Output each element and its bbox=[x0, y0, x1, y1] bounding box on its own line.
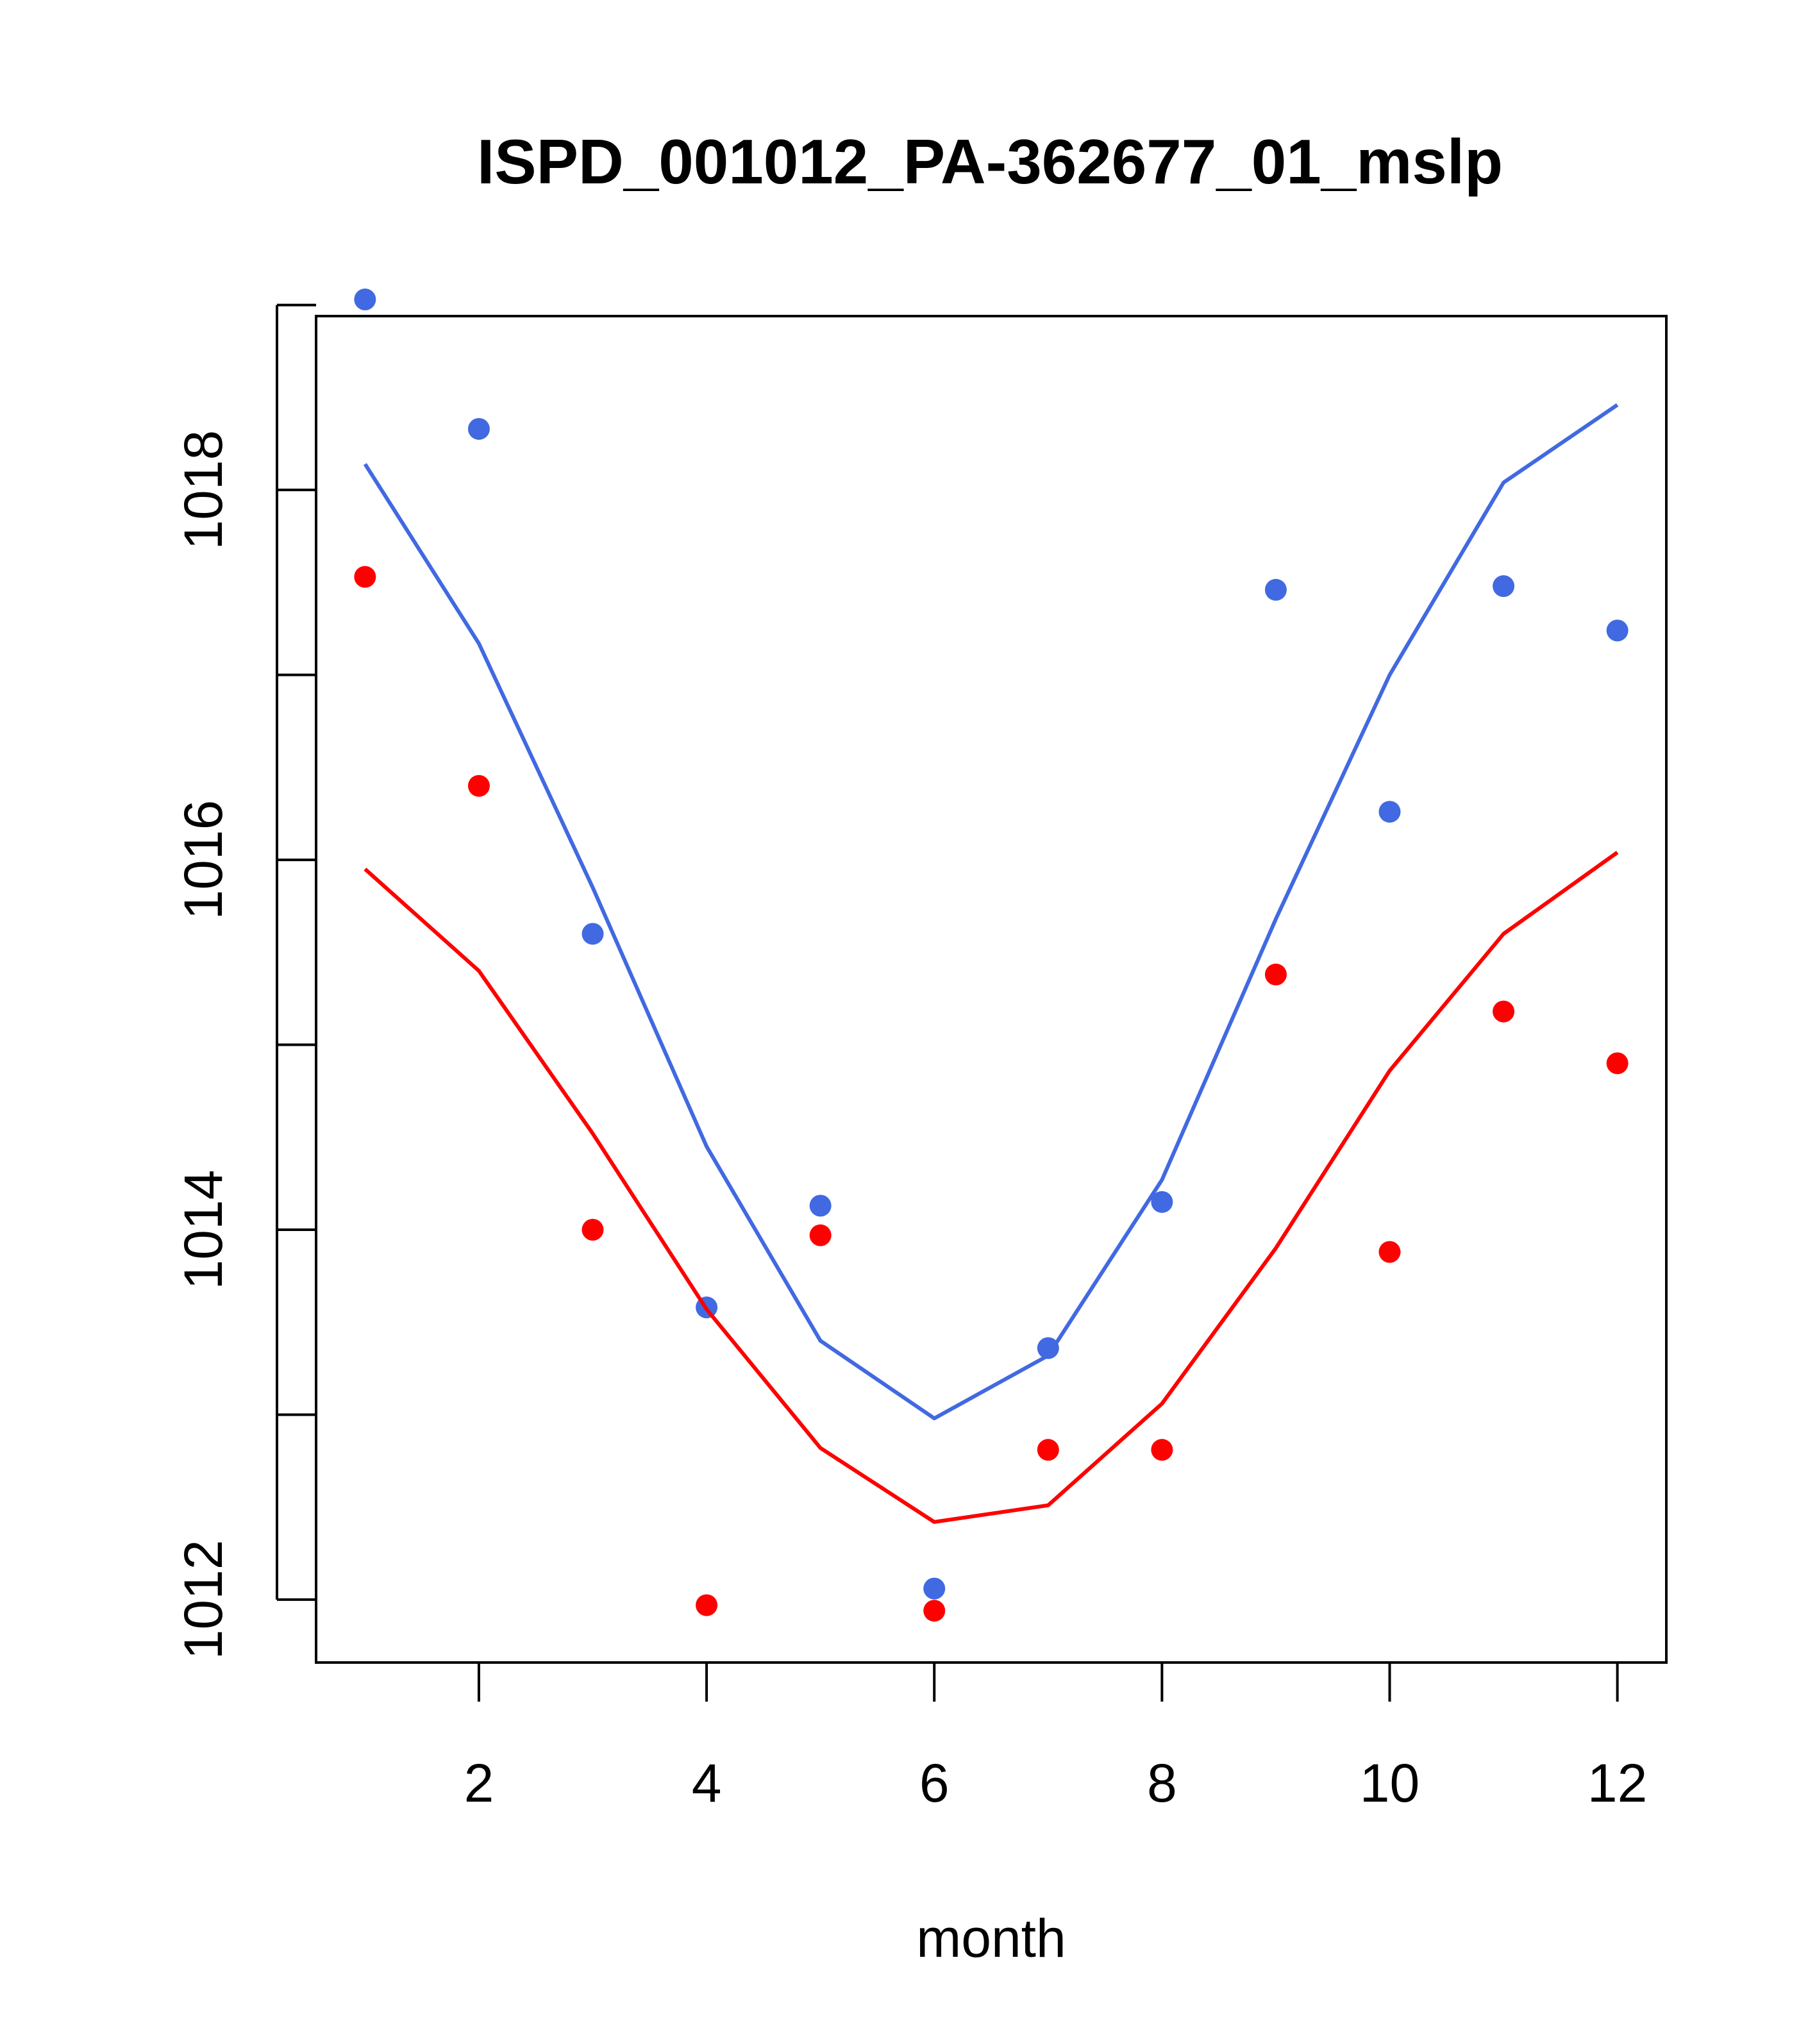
y-tick-label-1018: 1018 bbox=[173, 430, 233, 550]
y-tick-label-1016: 1016 bbox=[173, 800, 233, 920]
red-point-10 bbox=[1378, 1241, 1401, 1263]
x-tick-label-2: 2 bbox=[464, 1753, 494, 1813]
plot-frame bbox=[315, 315, 1668, 1664]
red-point-3 bbox=[582, 1219, 604, 1241]
blue-point-8 bbox=[1151, 1191, 1173, 1213]
y-axis: 1012 1014 1016 1018 bbox=[173, 303, 316, 1659]
blue-point-9 bbox=[1264, 578, 1287, 601]
blue-point-5 bbox=[809, 1194, 832, 1217]
x-tick-label-4: 4 bbox=[692, 1753, 722, 1813]
blue-line bbox=[363, 403, 1619, 1421]
x-axis: 2 4 6 8 10 12 bbox=[464, 1661, 1647, 1813]
blue-point-12 bbox=[1606, 619, 1629, 642]
y-tick-label-1012: 1012 bbox=[173, 1539, 233, 1659]
red-point-1 bbox=[354, 565, 376, 588]
blue-point-10 bbox=[1378, 801, 1401, 823]
red-point-2 bbox=[467, 775, 490, 797]
x-tick-label-12: 12 bbox=[1587, 1753, 1647, 1813]
red-point-11 bbox=[1493, 1000, 1515, 1023]
red-line bbox=[364, 851, 1619, 1524]
chart-title: ISPD_001012_PA-362677_01_mslp bbox=[477, 126, 1503, 197]
red-point-12 bbox=[1606, 1052, 1629, 1075]
blue-point-6 bbox=[923, 1577, 946, 1600]
x-axis-label: month bbox=[916, 1908, 1066, 1968]
red-point-8 bbox=[1151, 1439, 1173, 1461]
red-point-9 bbox=[1264, 963, 1287, 985]
blue-point-1 bbox=[354, 289, 376, 311]
blue-point-3 bbox=[582, 923, 604, 945]
blue-point-11 bbox=[1493, 575, 1515, 598]
x-tick-label-8: 8 bbox=[1147, 1753, 1177, 1813]
series-layer bbox=[354, 289, 1629, 1622]
red-point-6 bbox=[923, 1600, 946, 1622]
x-tick-label-10: 10 bbox=[1360, 1753, 1419, 1813]
blue-point-7 bbox=[1037, 1337, 1059, 1359]
y-tick-label-1014: 1014 bbox=[173, 1170, 233, 1290]
blue-point-2 bbox=[467, 417, 490, 440]
red-point-5 bbox=[809, 1224, 832, 1246]
red-point-4 bbox=[696, 1594, 718, 1616]
x-tick-label-6: 6 bbox=[919, 1753, 950, 1813]
red-point-7 bbox=[1037, 1439, 1059, 1461]
